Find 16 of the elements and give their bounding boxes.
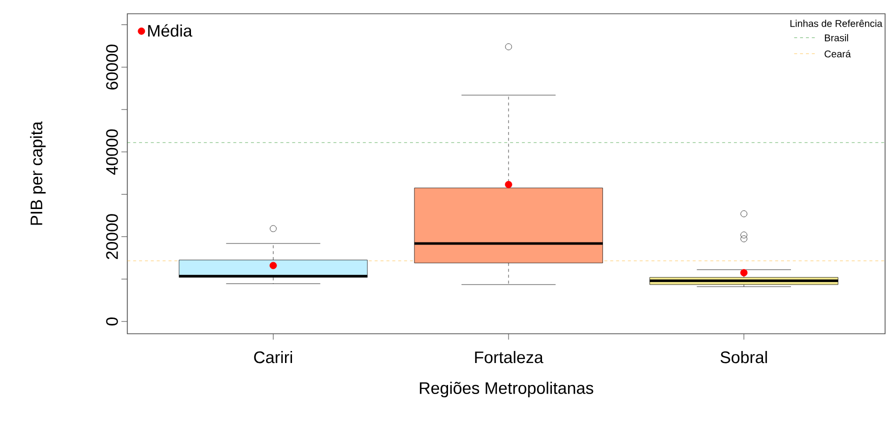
- point: [504, 180, 512, 188]
- legend-label: Média: [148, 24, 192, 37]
- y-tick-label: 20000: [106, 214, 118, 260]
- y-tick-label: 60000: [106, 44, 118, 90]
- legend-label: Brasil: [824, 34, 848, 42]
- y-tick-label: 40000: [106, 129, 118, 175]
- x-tick-label: Cariri: [254, 351, 292, 364]
- legend-title: Linhas de Referência: [790, 20, 882, 28]
- x-axis-title: Regiões Metropolitanas: [420, 382, 594, 398]
- y-axis-title: PIB per capita: [30, 121, 46, 225]
- x-tick-label: Fortaleza: [475, 351, 544, 364]
- legend-label: Ceará: [824, 50, 851, 58]
- y-tick-label: 0: [106, 318, 118, 326]
- x-tick-label: Sobral: [720, 351, 767, 364]
- point: [270, 262, 277, 270]
- point: [740, 269, 748, 276]
